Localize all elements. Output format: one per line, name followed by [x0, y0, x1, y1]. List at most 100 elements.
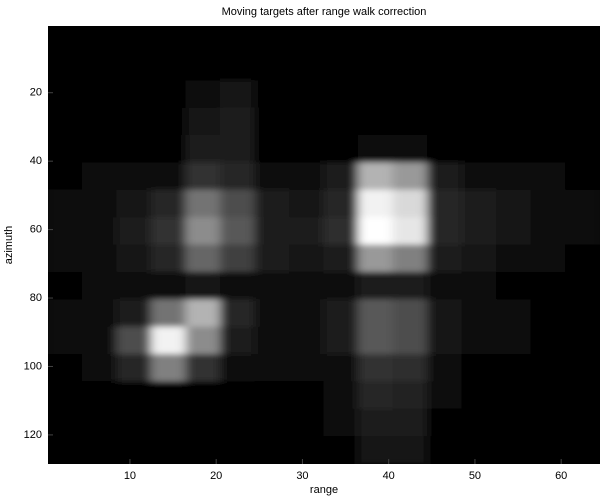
- heatmap-cell: [565, 271, 600, 301]
- heatmap-cell: [48, 408, 83, 438]
- heatmap-cell: [116, 354, 152, 383]
- heatmap-cell: [323, 326, 359, 355]
- heatmap-cell: [289, 244, 325, 273]
- heatmap-cell: [427, 381, 463, 410]
- heatmap-cell: [254, 244, 290, 273]
- heatmap-cell: [116, 80, 152, 109]
- x-tick-label: 10: [124, 470, 136, 482]
- heatmap-cell: [496, 244, 532, 273]
- heatmap-cell: [82, 107, 118, 136]
- heatmap-cell: [116, 217, 152, 246]
- heatmap-cell: [565, 354, 600, 383]
- heatmap-cell: [323, 408, 359, 438]
- heatmap-cell: [151, 326, 187, 355]
- heatmap-cell: [185, 299, 221, 328]
- x-axis-label: range: [310, 484, 338, 496]
- heatmap-cell: [392, 244, 428, 273]
- heatmap-cell: [82, 162, 118, 191]
- heatmap-cell: [82, 354, 118, 383]
- heatmap-cell: [185, 408, 221, 438]
- heatmap-cell: [530, 408, 566, 438]
- heatmap-cell: [565, 326, 600, 355]
- heatmap-cell: [254, 135, 290, 164]
- heatmap-cell: [220, 162, 256, 191]
- heatmap-cell: [530, 52, 566, 82]
- heatmap-cell: [82, 244, 118, 273]
- heatmap-cell: [392, 135, 428, 164]
- heatmap-cell: [82, 135, 118, 164]
- heatmap-cell: [323, 381, 359, 410]
- heatmap-cell: [254, 26, 290, 54]
- heatmap-cell: [48, 299, 83, 328]
- heatmap-cell: [82, 189, 118, 219]
- heatmap-cell: [289, 354, 325, 383]
- heatmap-cell: [185, 381, 221, 410]
- heatmap-cell: [392, 381, 428, 410]
- heatmap-cell: [530, 299, 566, 328]
- heatmap-cell: [254, 381, 290, 410]
- heatmap-cell: [185, 244, 221, 273]
- heatmap-cell: [116, 381, 152, 410]
- heatmap-cell: [530, 271, 566, 301]
- heatmap-cell: [461, 326, 497, 355]
- heatmap-cell: [220, 135, 256, 164]
- heatmap-cell: [530, 244, 566, 273]
- heatmap-cell: [82, 271, 118, 301]
- heatmap-cell: [392, 80, 428, 109]
- heatmap-cell: [427, 271, 463, 301]
- heatmap-cell: [358, 135, 394, 164]
- heatmap-cell: [530, 26, 566, 54]
- heatmap-cell: [461, 299, 497, 328]
- heatmap-cell: [392, 436, 428, 464]
- heatmap-cell: [220, 326, 256, 355]
- heatmap-cell: [496, 217, 532, 246]
- heatmap-cell: [48, 26, 83, 54]
- heatmap-cell: [358, 381, 394, 410]
- heatmap-cell: [427, 189, 463, 219]
- heatmap-cell: [48, 107, 83, 136]
- heatmap-cell: [392, 52, 428, 82]
- heatmap-cell: [427, 299, 463, 328]
- heatmap-cell: [496, 189, 532, 219]
- heatmap-cell: [530, 162, 566, 191]
- heatmap-cell: [151, 26, 187, 54]
- heatmap-cell: [392, 271, 428, 301]
- heatmap-cell: [185, 135, 221, 164]
- heatmap-cell: [358, 107, 394, 136]
- heatmap-cell: [323, 189, 359, 219]
- heatmap-cell: [565, 189, 600, 219]
- heatmap-cell: [151, 271, 187, 301]
- heatmap-cell: [358, 354, 394, 383]
- heatmap-cell: [530, 326, 566, 355]
- heatmap-cell: [289, 107, 325, 136]
- heatmap-cell: [151, 299, 187, 328]
- heatmap-cell: [496, 271, 532, 301]
- heatmap-cell: [220, 189, 256, 219]
- chart-title: Moving targets after range walk correcti…: [222, 6, 427, 18]
- heatmap-cell: [254, 354, 290, 383]
- heatmap-cell: [565, 107, 600, 136]
- heatmap-cell: [185, 189, 221, 219]
- heatmap-cell: [565, 162, 600, 191]
- heatmap-cell: [323, 80, 359, 109]
- heatmap-cell: [392, 217, 428, 246]
- heatmap-cell: [289, 381, 325, 410]
- heatmap-cell: [82, 381, 118, 410]
- heatmap-cell: [496, 381, 532, 410]
- heatmap-cell: [565, 436, 600, 464]
- heatmap-cell: [82, 217, 118, 246]
- heatmap-cell: [116, 52, 152, 82]
- x-tick-label: 30: [296, 470, 308, 482]
- heatmap-cell: [461, 436, 497, 464]
- heatmap-cell: [358, 162, 394, 191]
- x-tick-label: 50: [469, 470, 481, 482]
- heatmap-cell: [116, 436, 152, 464]
- heatmap-cell: [48, 271, 83, 301]
- heatmap-cell: [116, 26, 152, 54]
- heatmap-cell: [427, 408, 463, 438]
- heatmap-cell: [496, 408, 532, 438]
- x-tick-label: 60: [555, 470, 567, 482]
- heatmap-cell: [427, 326, 463, 355]
- heatmap-cell: [323, 244, 359, 273]
